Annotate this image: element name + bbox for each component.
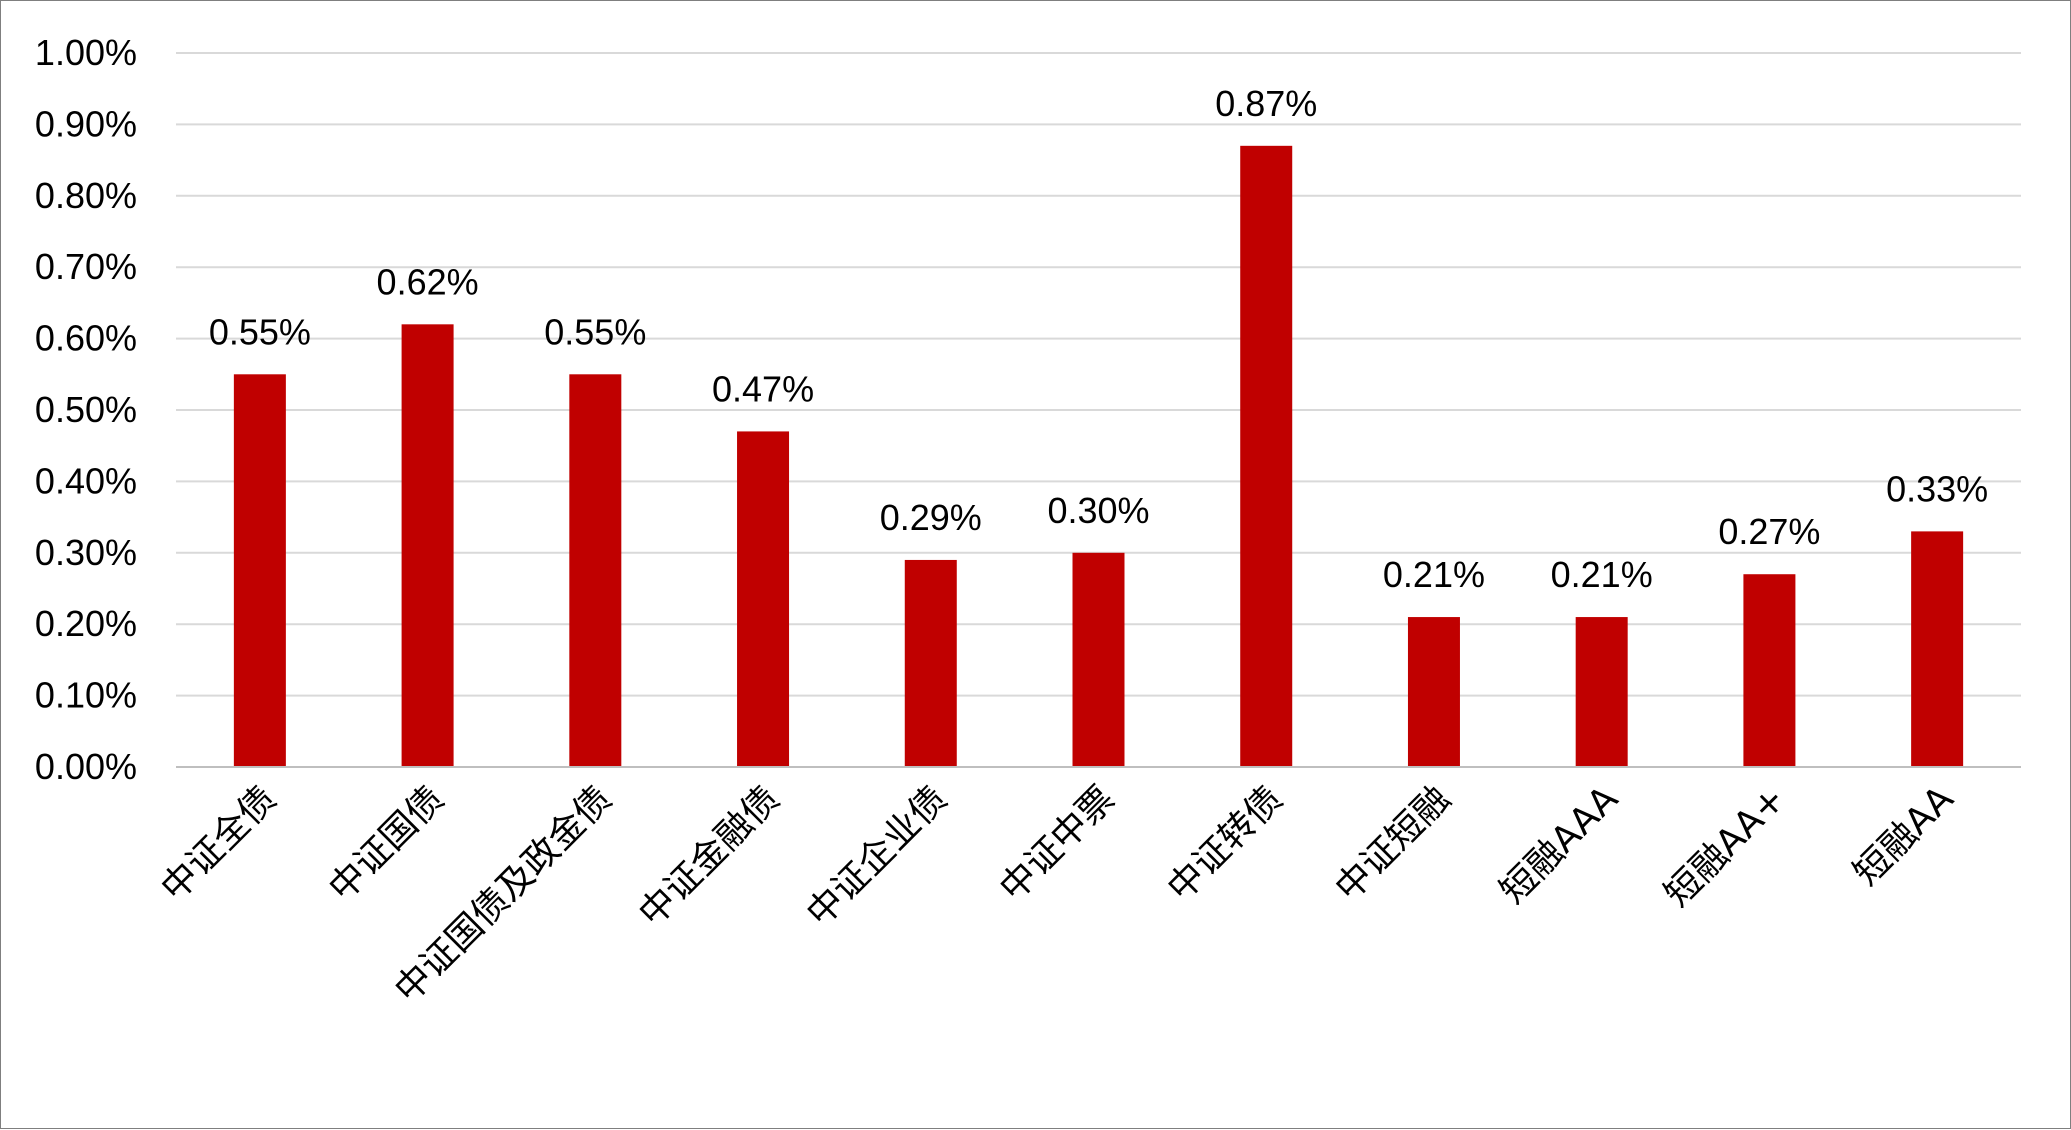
data-label: 0.30% [1047, 490, 1149, 531]
category-label: 中证金融债 [631, 778, 787, 934]
data-labels: 0.55% 0.62% 0.55% 0.47% 0.29% 0.30% 0.87% 0.21%… [209, 83, 1988, 595]
bar [904, 559, 957, 767]
bar [1072, 552, 1125, 767]
data-label: 0.29% [880, 497, 982, 538]
data-label: 0.21% [1383, 554, 1485, 595]
category-label: 中证短融 [1327, 778, 1458, 909]
y-tick-label: 0.30% [35, 532, 137, 573]
bar [233, 374, 286, 767]
y-tick-label: 0.80% [35, 175, 137, 216]
y-tick-label: 0.10% [35, 675, 137, 716]
y-axis-tick-labels: 0.00% 0.10% 0.20% 0.30% 0.40% 0.50% 0.60% 0.70%… [35, 32, 137, 787]
bar [1407, 617, 1460, 767]
y-tick-label: 0.40% [35, 460, 137, 501]
data-label: 0.21% [1551, 554, 1653, 595]
bars [233, 145, 1964, 767]
y-tick-label: 0.70% [35, 246, 137, 287]
bar [1240, 145, 1293, 767]
bar [737, 431, 790, 767]
data-label: 0.33% [1886, 468, 1988, 509]
y-tick-label: 0.00% [35, 746, 137, 787]
y-tick-label: 0.50% [35, 389, 137, 430]
data-label: 0.27% [1718, 511, 1820, 552]
bar [1911, 531, 1964, 767]
gridlines [176, 52, 2021, 697]
y-tick-label: 0.20% [35, 603, 137, 644]
category-label: 短融AAA [1492, 778, 1626, 912]
category-label: 中证转债 [1160, 778, 1291, 909]
bar [1575, 617, 1628, 767]
data-label: 0.55% [544, 311, 646, 352]
category-label: 中证全债 [153, 778, 284, 909]
bar [1743, 574, 1796, 767]
data-label: 0.47% [712, 368, 814, 409]
y-tick-label: 0.90% [35, 103, 137, 144]
category-label: 短融AA [1846, 778, 1962, 894]
category-label: 中证企业债 [799, 778, 955, 934]
category-label: 短融AA+ [1657, 778, 1794, 915]
data-label: 0.62% [377, 261, 479, 302]
bar [569, 374, 622, 767]
category-label: 中证中票 [992, 778, 1123, 909]
y-tick-label: 1.00% [35, 32, 137, 73]
y-tick-label: 0.60% [35, 318, 137, 359]
bar [401, 324, 454, 767]
category-label: 中证国债 [321, 778, 452, 909]
data-label: 0.55% [209, 311, 311, 352]
data-label: 0.87% [1215, 83, 1317, 124]
